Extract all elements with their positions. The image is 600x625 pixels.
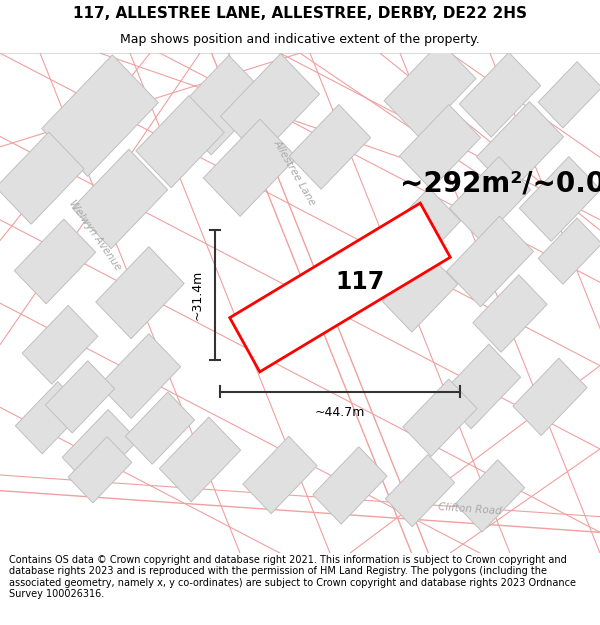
Polygon shape [473,275,547,352]
Polygon shape [172,56,268,155]
Polygon shape [289,104,371,189]
Polygon shape [538,62,600,128]
Text: ~44.7m: ~44.7m [315,406,365,419]
Polygon shape [16,382,85,454]
Polygon shape [62,409,138,488]
Text: Contains OS data © Crown copyright and database right 2021. This information is : Contains OS data © Crown copyright and d… [9,554,576,599]
Polygon shape [449,157,530,241]
Polygon shape [520,157,600,241]
Polygon shape [230,203,450,372]
Polygon shape [538,218,600,284]
Polygon shape [0,132,84,224]
Text: ~31.4m: ~31.4m [191,270,203,321]
Polygon shape [476,102,563,192]
Polygon shape [379,188,461,272]
Polygon shape [203,119,296,216]
Polygon shape [14,219,95,304]
Text: Clifton Road: Clifton Road [438,502,502,517]
Text: ~292m²/~0.072ac.: ~292m²/~0.072ac. [400,169,600,198]
Text: 117, ALLESTREE LANE, ALLESTREE, DERBY, DE22 2HS: 117, ALLESTREE LANE, ALLESTREE, DERBY, D… [73,6,527,21]
Polygon shape [243,436,317,514]
Polygon shape [46,361,115,433]
Polygon shape [382,253,458,332]
Polygon shape [100,334,181,418]
Polygon shape [384,42,476,138]
Polygon shape [513,358,587,436]
Text: Welwyn Avenue: Welwyn Avenue [67,199,123,272]
Polygon shape [446,216,533,307]
Polygon shape [313,447,387,524]
Text: Map shows position and indicative extent of the property.: Map shows position and indicative extent… [120,33,480,46]
Polygon shape [460,52,541,137]
Text: 117: 117 [335,270,385,294]
Polygon shape [403,379,477,456]
Polygon shape [160,417,241,502]
Polygon shape [125,392,194,464]
Polygon shape [385,454,455,527]
Polygon shape [455,460,524,532]
Polygon shape [221,54,319,157]
Polygon shape [136,96,224,188]
Polygon shape [96,247,184,339]
Polygon shape [72,149,168,249]
Polygon shape [41,55,158,176]
Text: Allestree Lane: Allestree Lane [272,138,318,208]
Polygon shape [439,344,521,429]
Polygon shape [400,104,481,189]
Polygon shape [22,306,98,384]
Polygon shape [68,437,132,503]
